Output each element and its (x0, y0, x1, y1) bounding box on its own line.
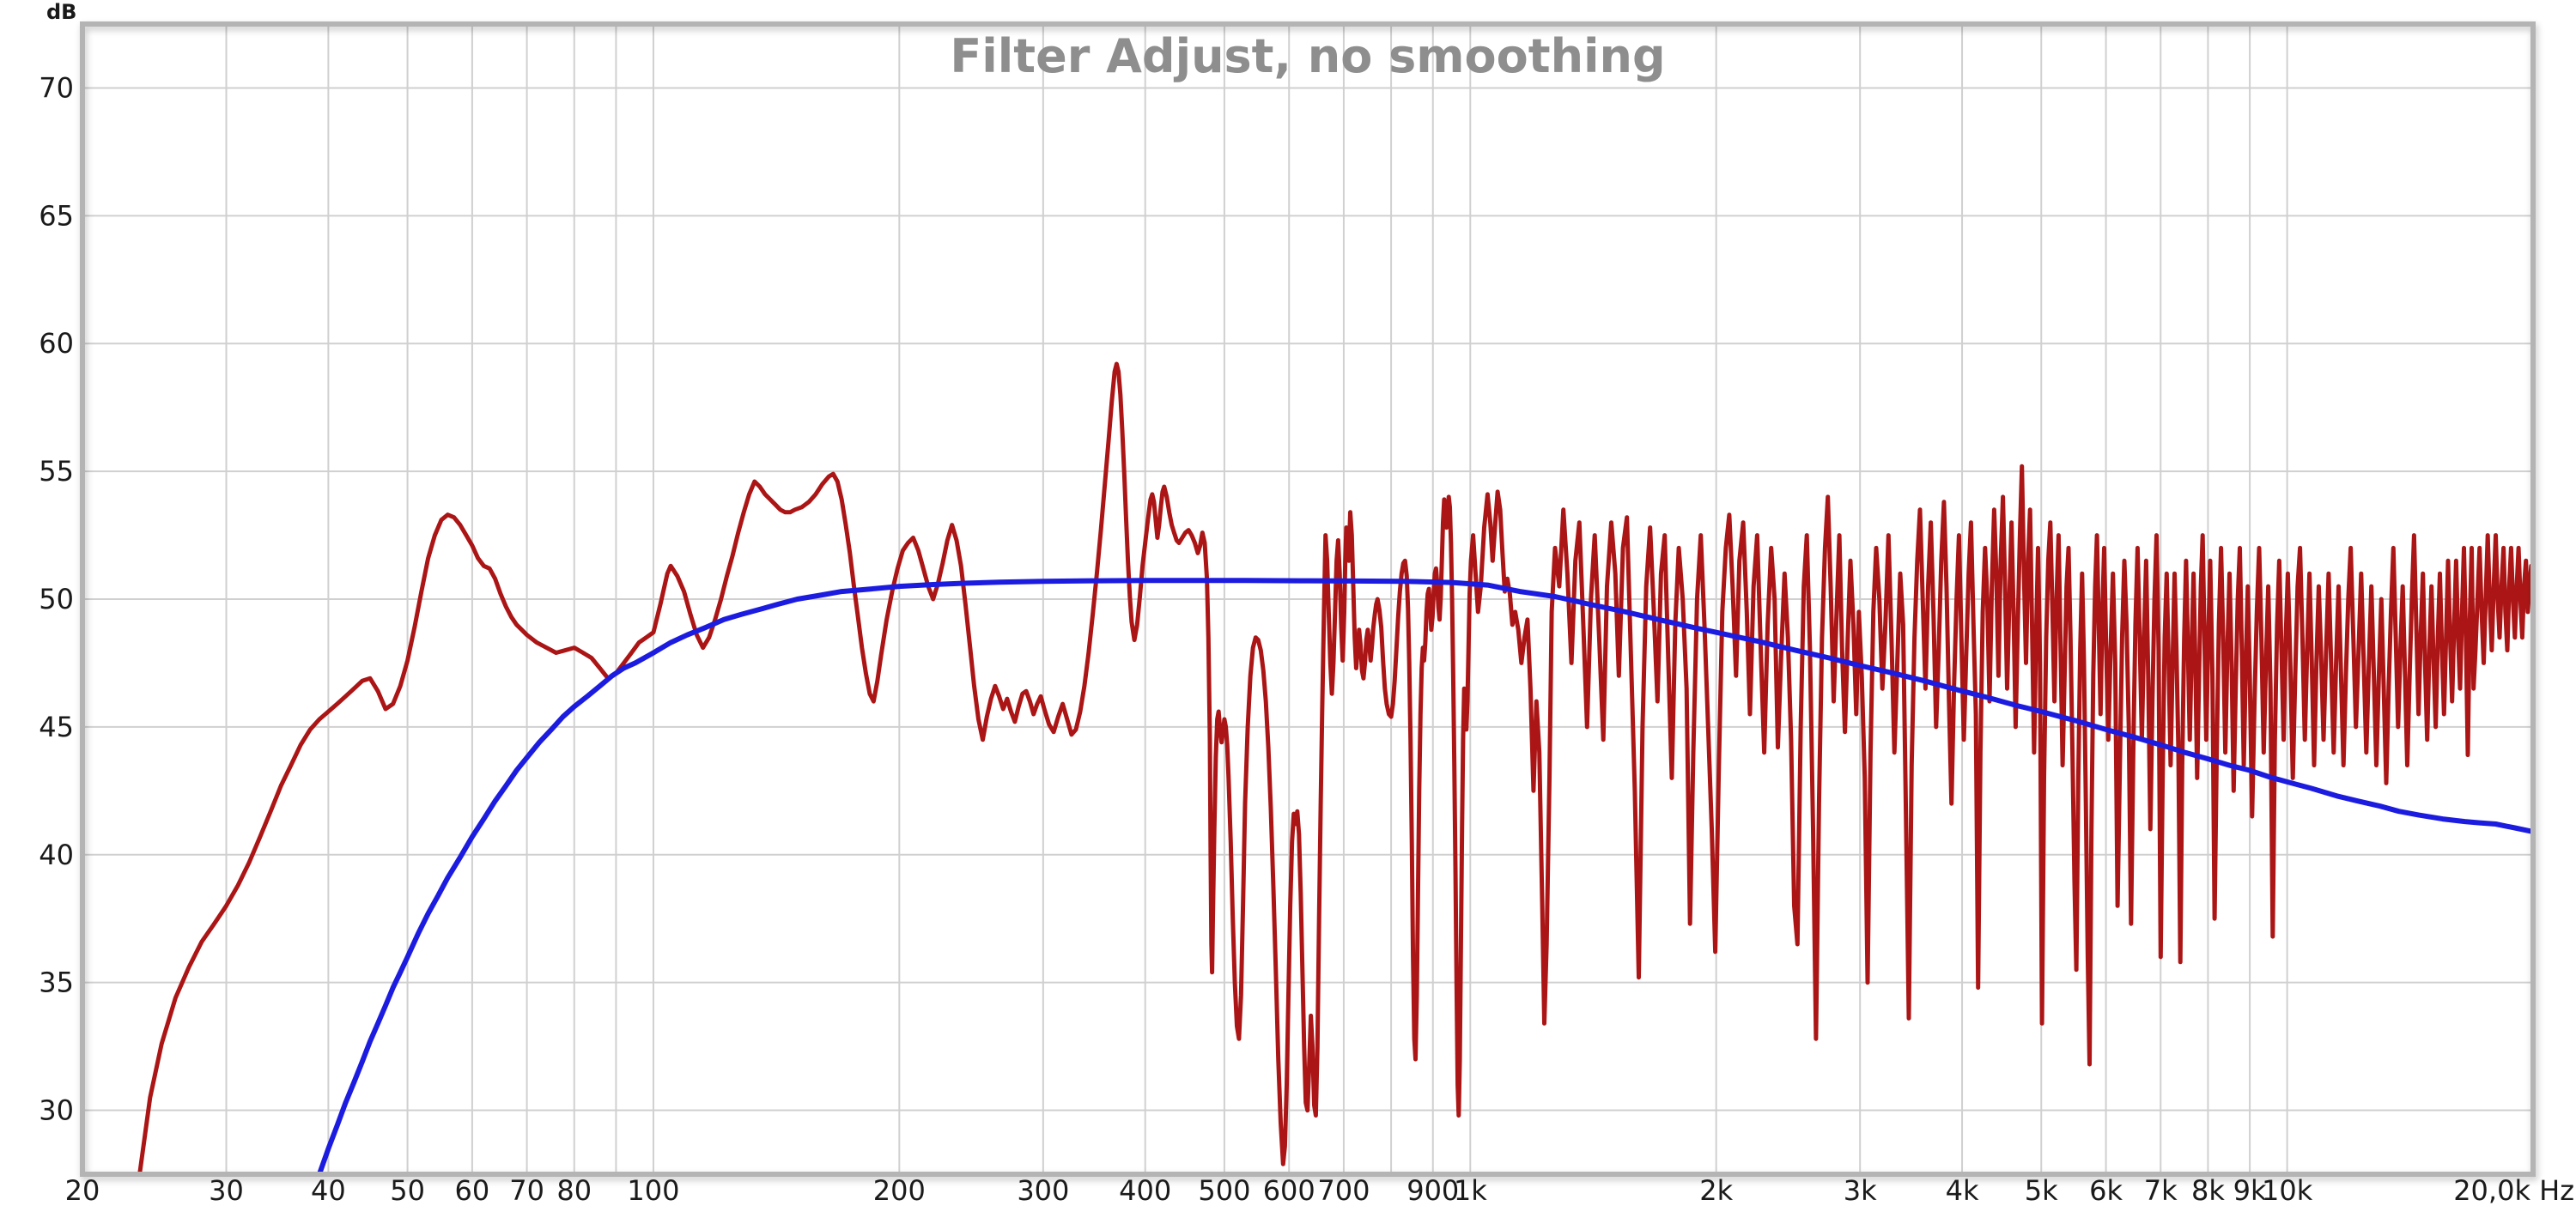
y-tick-label: 65 (39, 199, 74, 232)
x-tick-label: 70 (509, 1174, 544, 1207)
x-tick-label: 6k (2089, 1174, 2123, 1207)
x-tick-label: 900 (1406, 1174, 1459, 1207)
curve-filter-adjust-curve (316, 578, 2533, 1174)
curve-measurement-no-smoothing (137, 361, 2533, 1174)
y-tick-label: 35 (39, 967, 74, 999)
x-tick-label: 200 (873, 1174, 926, 1207)
x-tick-label: 2k (1699, 1174, 1733, 1207)
y-tick-label: 30 (39, 1094, 74, 1127)
x-tick-label: 80 (556, 1174, 592, 1207)
x-tick-label: 7k (2144, 1174, 2178, 1207)
x-tick-label: 40 (311, 1174, 346, 1207)
x-tick-label: 50 (390, 1174, 425, 1207)
y-tick-label: 50 (39, 583, 74, 615)
y-tick-label: 45 (39, 711, 74, 743)
data-curves (137, 361, 2533, 1174)
x-tick-label: 10k (2262, 1174, 2313, 1207)
x-tick-label: 9k (2233, 1174, 2267, 1207)
y-tick-label: 60 (39, 327, 74, 360)
x-tick-label: 3k (1844, 1174, 1877, 1207)
x-tick-label: 5k (2025, 1174, 2058, 1207)
y-axis-tick-labels: 70 65 60 55 50 45 40 35 30 (39, 71, 74, 1126)
y-tick-label: 70 (39, 71, 74, 104)
y-axis-unit-label: dB (46, 0, 77, 24)
x-tick-label: 8k (2191, 1174, 2225, 1207)
x-tick-label: 500 (1198, 1174, 1250, 1207)
x-tick-label: 20 (65, 1174, 100, 1207)
plot-frame (80, 21, 2536, 1177)
x-tick-label: 600 (1263, 1174, 1315, 1207)
x-tick-label: 20,0k Hz (2453, 1174, 2574, 1207)
x-tick-label: 700 (1317, 1174, 1370, 1207)
x-axis-tick-labels: 20 30 40 50 60 70 80 100 200 300 400 500 600 700 9001k… (65, 1174, 2574, 1207)
x-tick-label: 100 (627, 1174, 679, 1207)
x-tick-label: 300 (1017, 1174, 1069, 1207)
y-tick-label: 55 (39, 455, 74, 488)
chart-title: Filter Adjust, no smoothing (950, 29, 1666, 83)
x-tick-label: 400 (1119, 1174, 1171, 1207)
x-tick-label: 60 (455, 1174, 490, 1207)
x-tick-label: 4k (1946, 1174, 1979, 1207)
x-tick-label: 1k (1454, 1174, 1487, 1207)
y-tick-label: 40 (39, 839, 74, 871)
x-tick-label: 30 (209, 1174, 244, 1207)
